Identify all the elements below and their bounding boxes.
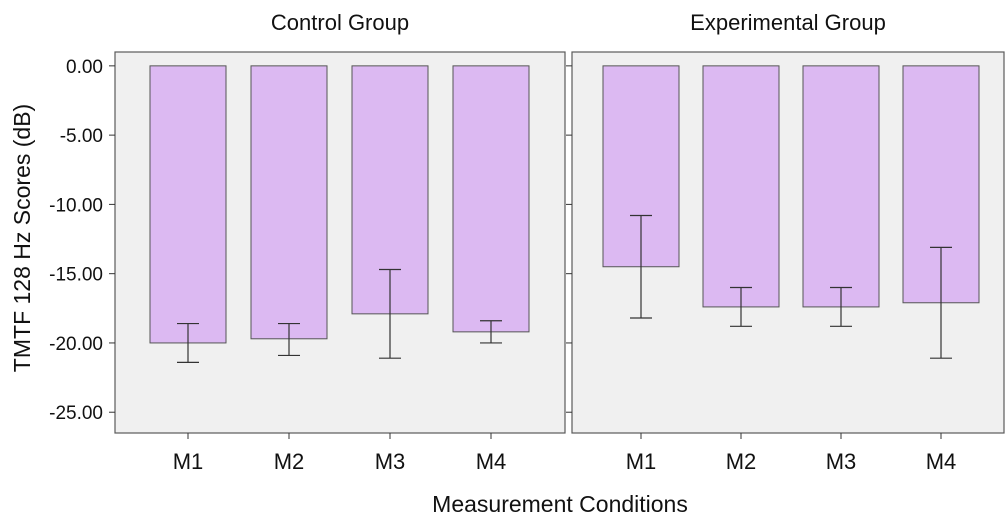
x-tick-label: M4 (476, 449, 507, 474)
y-axis-label: TMTF 128 Hz Scores (dB) (9, 104, 35, 372)
x-tick-label: M1 (626, 449, 657, 474)
x-tick-label: M2 (274, 449, 305, 474)
x-tick-label: M3 (826, 449, 857, 474)
y-tick-label: -15.00 (49, 265, 103, 286)
bar-m4 (452, 65, 530, 333)
x-tick-label: M1 (173, 449, 204, 474)
panel-2: Experimental Group M1 M2 M3 M4 (566, 10, 1005, 474)
bar-m3 (802, 65, 880, 308)
x-tick-label: M2 (726, 449, 757, 474)
y-tick-label: -20.00 (49, 334, 103, 355)
x-tick-label: M3 (375, 449, 406, 474)
y-tick-label: -5.00 (60, 126, 103, 147)
x-axis-label: Measurement Conditions (432, 491, 688, 517)
bar-m1 (149, 65, 227, 344)
bar-m2 (250, 65, 328, 340)
x-tick-label: M4 (926, 449, 957, 474)
panel-title: Experimental Group (690, 10, 886, 35)
y-tick-label: -10.00 (49, 195, 103, 216)
panel-title: Control Group (271, 10, 409, 35)
panel-1: Control Group 0.00 -5.00 -10.00 -15.00 -20.00… (49, 10, 566, 474)
bar-m2 (702, 65, 780, 308)
y-tick-label: 0.00 (66, 57, 103, 78)
y-tick-label: -25.00 (49, 403, 103, 424)
